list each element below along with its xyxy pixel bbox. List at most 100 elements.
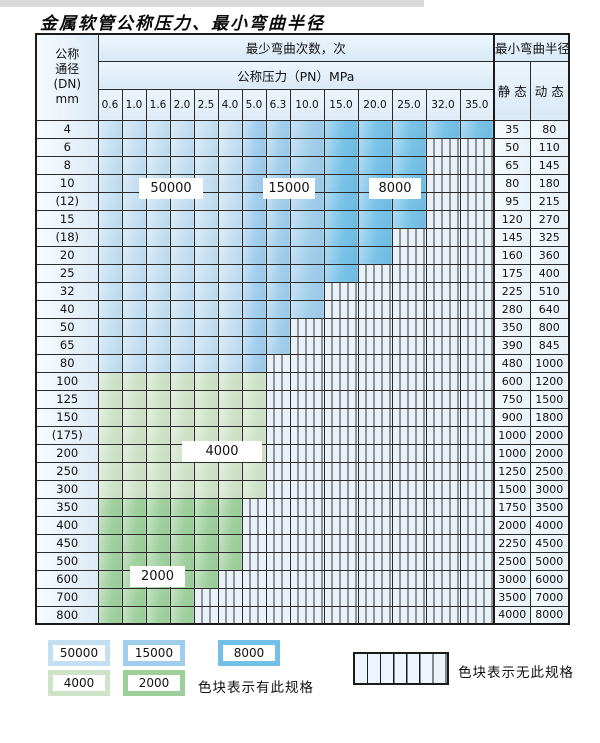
table-row: 80 480 1000	[35, 353, 570, 373]
spec-cell	[265, 227, 291, 247]
spec-cell	[265, 353, 291, 373]
spec-cell	[97, 497, 123, 517]
dynamic-value: 5000	[529, 551, 570, 571]
dn-cell: 80	[35, 353, 99, 373]
dynamic-value: 145	[529, 155, 570, 175]
spec-cell	[459, 479, 495, 499]
spec-cell	[391, 389, 427, 409]
legend-swatch-label: 50000	[53, 645, 105, 661]
dn-cell: 100	[35, 371, 99, 391]
spec-cell	[289, 299, 325, 319]
static-value: 160	[493, 245, 531, 265]
spec-cell	[425, 119, 461, 139]
spec-cell	[265, 497, 291, 517]
dynamic-value: 180	[529, 173, 570, 193]
spec-cell	[265, 533, 291, 553]
spec-cell	[217, 119, 243, 139]
bend-cycles-header: 最少弯曲次数，次	[97, 33, 495, 62]
spec-cell	[145, 551, 171, 571]
spec-cell	[193, 227, 219, 247]
spec-cell	[121, 209, 147, 229]
dn-cell: 600	[35, 569, 99, 589]
spec-cell	[357, 533, 393, 553]
spec-cell	[241, 263, 267, 283]
spec-cell	[391, 353, 427, 373]
spec-cell	[97, 371, 123, 391]
spec-cell	[169, 281, 195, 301]
dn-cell: 350	[35, 497, 99, 517]
spec-cell	[145, 425, 171, 445]
spec-cell	[265, 605, 291, 625]
spec-cell	[357, 371, 393, 391]
spec-cell	[217, 173, 243, 193]
static-value: 1750	[493, 497, 531, 517]
spec-cell	[217, 209, 243, 229]
spec-cell	[459, 587, 495, 607]
spec-cell	[145, 497, 171, 517]
table-row: 300 1500 3000	[35, 479, 570, 499]
spec-cell	[217, 335, 243, 355]
spec-cell	[323, 299, 359, 319]
spec-table-wrap: 公称 通径 (DN) mm 最少弯曲次数，次 最小弯曲半径 公称压力（PN）MPa 静…	[35, 33, 571, 625]
dynamic-value: 510	[529, 281, 570, 301]
spec-cell	[425, 245, 461, 265]
spec-cell	[241, 281, 267, 301]
dynamic-value: 1500	[529, 389, 570, 409]
dynamic-value: 3000	[529, 479, 570, 499]
corner-header: 公称 通径 (DN) mm	[35, 33, 99, 121]
spec-cell	[145, 479, 171, 499]
spec-cell	[357, 587, 393, 607]
spec-cell	[391, 497, 427, 517]
spec-cell	[323, 479, 359, 499]
table-row: 15 120 270	[35, 209, 570, 229]
spec-cell	[193, 263, 219, 283]
dynamic-value: 4500	[529, 533, 570, 553]
dynamic-value: 4000	[529, 515, 570, 535]
spec-cell	[97, 425, 123, 445]
spec-cell	[357, 461, 393, 481]
dynamic-value: 270	[529, 209, 570, 229]
spec-cell	[241, 371, 267, 391]
spec-cell	[391, 335, 427, 355]
spec-cell	[97, 335, 123, 355]
spec-cell	[145, 461, 171, 481]
spec-cell	[145, 605, 171, 625]
spec-cell	[145, 209, 171, 229]
static-value: 1000	[493, 425, 531, 445]
pressure-tick: 20.0	[357, 88, 393, 121]
dn-cell: 4	[35, 119, 99, 139]
spec-cell	[193, 353, 219, 373]
spec-cell	[459, 371, 495, 391]
spec-cell	[323, 497, 359, 517]
spec-cell	[289, 245, 325, 265]
spec-cell	[459, 173, 495, 193]
spec-cell	[459, 497, 495, 517]
spec-cell	[241, 533, 267, 553]
spec-cell	[289, 137, 325, 157]
spec-cell	[391, 569, 427, 589]
legend-swatch-2000: 2000	[123, 670, 185, 696]
spec-cell	[241, 335, 267, 355]
spec-cell	[121, 263, 147, 283]
spec-cell	[217, 245, 243, 265]
spec-cell	[425, 155, 461, 175]
spec-cell	[193, 371, 219, 391]
dn-cell: 15	[35, 209, 99, 229]
spec-cell	[193, 515, 219, 535]
dynamic-value: 2000	[529, 425, 570, 445]
spec-cell	[121, 425, 147, 445]
spec-cell	[145, 587, 171, 607]
pressure-tick: 0.6	[97, 88, 123, 121]
spec-cell	[323, 119, 359, 139]
spec-cell	[425, 317, 461, 337]
spec-cell	[145, 335, 171, 355]
spec-cell	[357, 515, 393, 535]
spec-cell	[323, 263, 359, 283]
spec-cell	[97, 299, 123, 319]
dn-cell: 25	[35, 263, 99, 283]
spec-cell	[265, 443, 291, 463]
spec-cell	[323, 443, 359, 463]
spec-cell	[425, 479, 461, 499]
spec-cell	[265, 137, 291, 157]
dn-cell: 125	[35, 389, 99, 409]
